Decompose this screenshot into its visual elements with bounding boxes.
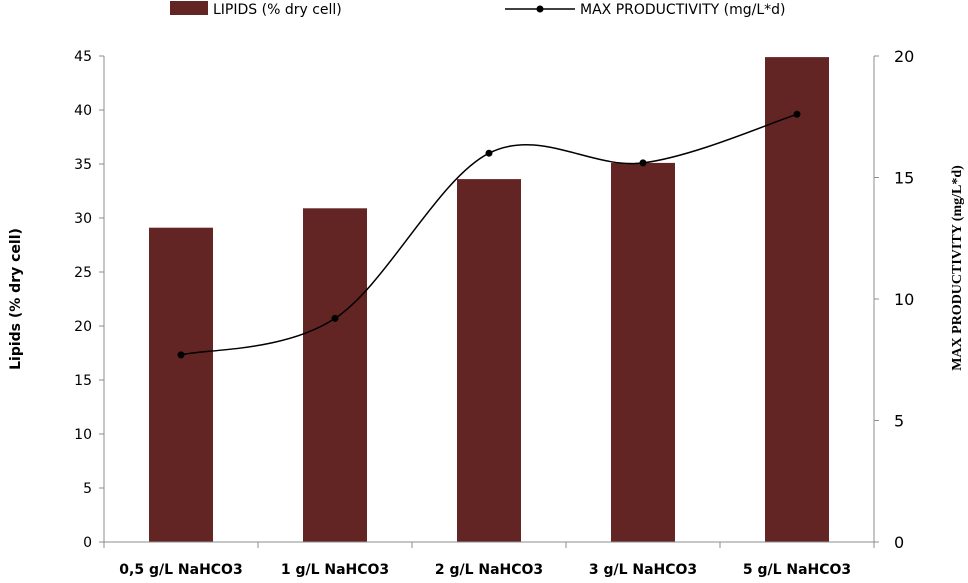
- y-tick-label: 40: [74, 103, 92, 119]
- y2-tick-label: 10: [894, 290, 914, 309]
- y-tick-label: 15: [74, 373, 92, 389]
- y-tick-label: 5: [83, 481, 92, 497]
- legend-label-productivity: MAX PRODUCTIVITY (mg/L*d): [580, 2, 785, 18]
- productivity-point-4: [793, 110, 801, 118]
- y-tick-label: 35: [74, 157, 92, 173]
- legend-swatch-lipids: [170, 1, 208, 15]
- line-layer: [177, 110, 801, 359]
- y-tick-label: 30: [74, 211, 92, 227]
- y-tick-label: 20: [74, 319, 92, 335]
- y2-tick-label: 5: [894, 412, 904, 431]
- y-tick-label: 0: [83, 535, 92, 551]
- x-tick-label: 0,5 g/L NaHCO3: [119, 562, 242, 578]
- productivity-point-0: [177, 351, 185, 359]
- y-axis-title: Lipids (% dry cell): [8, 228, 24, 370]
- productivity-point-2: [485, 149, 493, 157]
- y-tick-label: 45: [74, 49, 92, 65]
- x-tick-label: 2 g/L NaHCO3: [435, 562, 543, 578]
- y2-tick-label: 20: [894, 47, 914, 66]
- axes-layer: 0 5 10 15 20 25 30 35 40 45 0 5 10 15 20 0,5 g/L NaHCO3…: [74, 47, 914, 578]
- x-tick-label: 3 g/L NaHCO3: [589, 562, 697, 578]
- bar-1: [303, 208, 367, 543]
- productivity-point-1: [331, 314, 339, 322]
- bar-0: [149, 227, 213, 542]
- bar-2: [457, 179, 521, 542]
- y2-tick-label: 15: [894, 169, 914, 188]
- bar-4: [765, 57, 829, 542]
- y-tick-label: 10: [74, 427, 92, 443]
- bar-3: [611, 162, 675, 542]
- y2-axis-title: MAX PRODUCTIVITY (mg/L*d): [950, 165, 965, 371]
- bars-layer: [149, 57, 829, 543]
- y-tick-label: 25: [74, 265, 92, 281]
- x-tick-label: 5 g/L NaHCO3: [743, 562, 851, 578]
- productivity-point-3: [639, 159, 647, 167]
- legend-label-lipids: LIPIDS (% dry cell): [213, 2, 342, 18]
- legend: LIPIDS (% dry cell) MAX PRODUCTIVITY (mg…: [170, 1, 785, 18]
- x-tick-label: 1 g/L NaHCO3: [281, 562, 389, 578]
- y2-tick-label: 0: [894, 533, 904, 552]
- legend-marker-productivity: [536, 5, 544, 13]
